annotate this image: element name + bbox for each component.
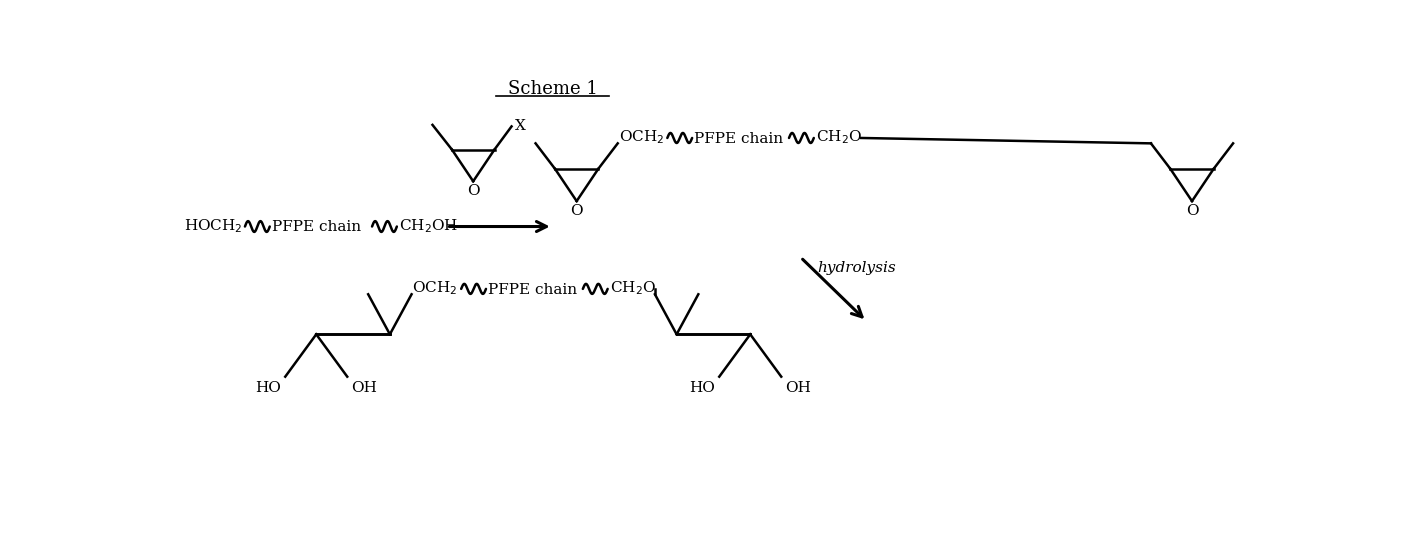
Text: HO: HO — [690, 380, 715, 394]
Text: CH$_2$O: CH$_2$O — [609, 279, 656, 296]
Text: CH$_2$O: CH$_2$O — [816, 128, 863, 145]
Text: OH: OH — [351, 380, 378, 394]
Text: O: O — [570, 204, 583, 218]
Text: O: O — [467, 184, 479, 199]
Text: CH$_2$OH: CH$_2$OH — [399, 218, 458, 236]
Text: hydrolysis: hydrolysis — [817, 261, 896, 275]
Text: PFPE chain: PFPE chain — [694, 132, 783, 145]
Text: OH: OH — [785, 380, 812, 394]
Text: OCH$_2$: OCH$_2$ — [413, 279, 458, 296]
Text: PFPE chain: PFPE chain — [488, 283, 577, 296]
Text: X: X — [515, 119, 526, 133]
Text: HO: HO — [256, 380, 281, 394]
Text: PFPE chain: PFPE chain — [271, 220, 361, 233]
Text: Scheme 1: Scheme 1 — [508, 80, 598, 98]
Text: O: O — [1186, 204, 1198, 218]
Text: OCH$_2$: OCH$_2$ — [618, 128, 663, 145]
Text: HOCH$_2$: HOCH$_2$ — [184, 218, 243, 236]
